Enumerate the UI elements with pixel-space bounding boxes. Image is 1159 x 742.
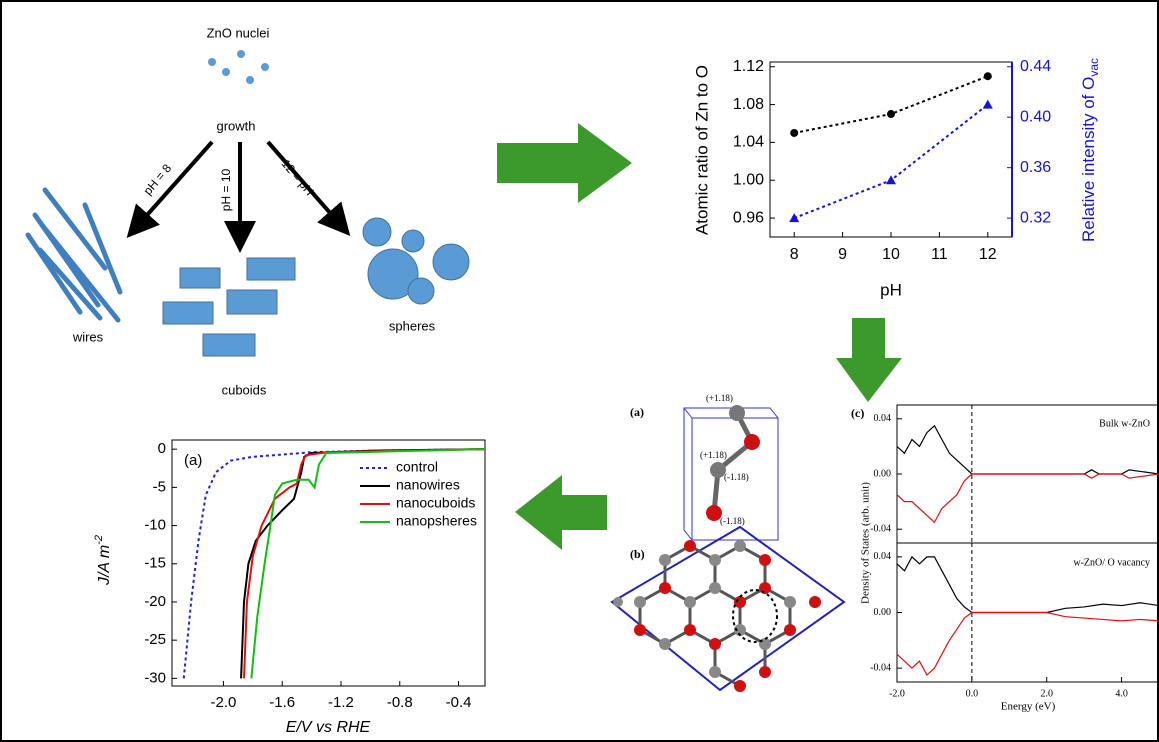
- panel-label: (a): [184, 452, 202, 469]
- border: [1, 1, 1158, 741]
- y-tick-label: 0.04: [874, 551, 892, 562]
- x-tick-label: -0.4: [446, 694, 472, 711]
- panel-label: (c): [851, 406, 864, 420]
- y-tick-label: 0.96: [733, 209, 764, 226]
- y-axis-label: Atomic ratio of Zn to O: [692, 65, 711, 235]
- x-tick-label: -0.8: [387, 694, 413, 711]
- y-tick-label: 1.04: [733, 134, 764, 151]
- x-tick-label: -1.2: [328, 694, 354, 711]
- x-tick-label: 4.0: [1115, 688, 1128, 699]
- x-tick-label: 0.0: [966, 688, 979, 699]
- y-tick-label: -10: [144, 517, 166, 534]
- y-tick-label: -30: [144, 669, 166, 686]
- y-axis-label: Density of States (arb. unit): [860, 482, 872, 604]
- y-tick-label: -5: [153, 478, 166, 495]
- y-axis-label-main: J/A m: [96, 545, 113, 586]
- x-tick-label: 8: [790, 246, 799, 263]
- y-tick-label: -15: [144, 555, 166, 572]
- x-tick-label: 2.0: [1040, 688, 1053, 699]
- legend-label: nanowires: [396, 477, 460, 493]
- marker: [887, 110, 895, 118]
- y-tick-label: -25: [144, 631, 166, 648]
- charge-label: (+1.18): [706, 393, 733, 403]
- y-tick-label: 1.00: [733, 171, 764, 188]
- y-tick-label: 0.00: [874, 468, 892, 479]
- annotation: Bulk w-ZnO: [1099, 418, 1150, 429]
- branch-label: pH = 10: [219, 168, 233, 211]
- product-label: wires: [72, 329, 104, 344]
- y2-axis-label-main: Relative intensity of O: [1079, 77, 1098, 242]
- growth-label: growth: [216, 118, 255, 133]
- legend-label: nanocuboids: [396, 495, 475, 511]
- y-tick-label: 0.04: [874, 413, 892, 424]
- y2-tick-label: 0.32: [1020, 209, 1051, 226]
- x-tick-label: 10: [882, 246, 900, 263]
- y2-tick-label: 0.44: [1020, 58, 1051, 75]
- y-tick-label: 1.08: [733, 96, 764, 113]
- panel-label: (b): [630, 547, 645, 561]
- y2-axis-label-sub: vac: [1087, 58, 1101, 77]
- y-axis-label-sup: -2: [93, 535, 105, 545]
- nuclei-label: ZnO nuclei: [207, 25, 270, 40]
- charge-label: (-1.18): [724, 472, 749, 482]
- charge-label: (-1.18): [720, 516, 745, 526]
- y-tick-label: -0.04: [870, 662, 891, 673]
- x-axis-label: E/V vs RHE: [286, 719, 371, 736]
- y-tick-label: 1.12: [733, 58, 764, 75]
- x-tick-label: -2.0: [889, 688, 905, 699]
- x-tick-label: 11: [931, 246, 948, 263]
- x-axis-label: pH: [880, 280, 902, 299]
- y2-tick-label: 0.40: [1020, 108, 1051, 125]
- product-label: cuboids: [222, 382, 267, 397]
- y-tick-label: -0.04: [870, 523, 891, 534]
- annotation: w-ZnO/ O vacancy: [1073, 557, 1150, 568]
- y2-axis-label: Relative intensity of Ovac: [1079, 58, 1101, 242]
- y2-tick-label: 0.36: [1020, 159, 1051, 176]
- product-label: spheres: [389, 318, 436, 333]
- figure: ZnO nuclei growth pH = 8 pH = 10 12 = pH…: [0, 0, 1159, 742]
- legend-label: nanopsheres: [396, 513, 477, 529]
- y-tick-label: 0: [158, 440, 166, 457]
- y-tick-label: -20: [144, 593, 166, 610]
- x-tick-label: 9: [838, 246, 847, 263]
- x-tick-label: -2.0: [211, 694, 237, 711]
- marker: [790, 129, 798, 137]
- x-tick-label: 12: [979, 246, 997, 263]
- charge-label: (+1.18): [700, 450, 727, 460]
- marker: [984, 72, 992, 80]
- panel-label: (a): [630, 405, 644, 419]
- y-tick-label: 0.00: [874, 607, 892, 618]
- legend-label: control: [396, 459, 438, 475]
- x-tick-label: -1.6: [269, 694, 295, 711]
- x-axis-label: Energy (eV): [1001, 701, 1056, 713]
